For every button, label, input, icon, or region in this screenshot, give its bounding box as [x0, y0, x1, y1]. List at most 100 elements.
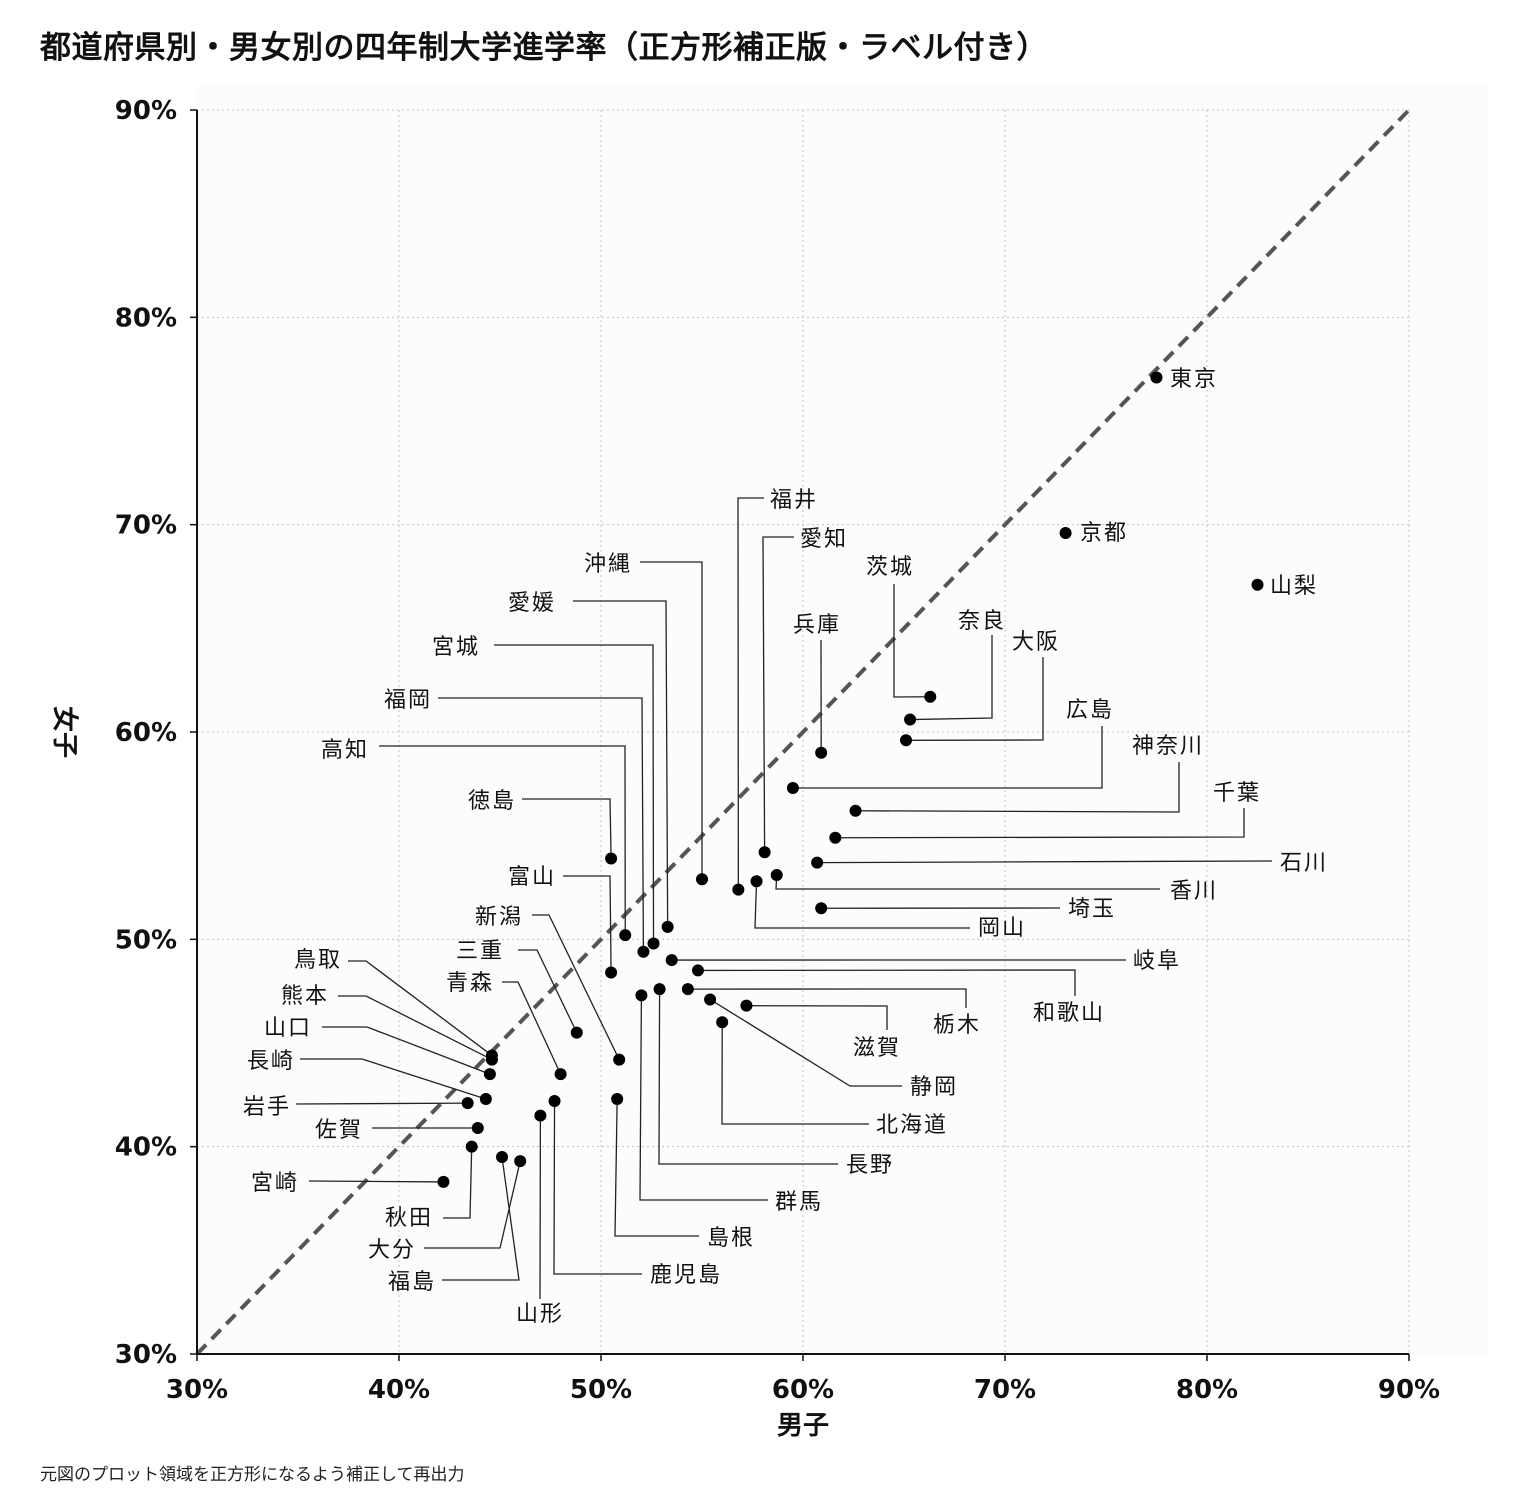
leader-line: [697, 969, 1076, 996]
leader-line: [754, 881, 970, 929]
data-point: [1150, 371, 1163, 384]
data-point: [758, 846, 771, 859]
leader-line: [532, 914, 620, 1060]
point-label: 佐賀: [315, 1118, 363, 1143]
data-point: [485, 1053, 498, 1066]
data-point: [496, 1151, 509, 1164]
y-tick-label: 70%: [115, 511, 177, 541]
data-point: [665, 954, 678, 967]
point-label: 岩手: [243, 1095, 291, 1120]
point-label: 山梨: [1270, 574, 1318, 599]
point-label: 山形: [516, 1302, 564, 1327]
point-label: 和歌山: [1033, 1001, 1105, 1026]
point-label: 島根: [707, 1226, 755, 1251]
leader-line: [721, 1022, 869, 1125]
point-label: 群馬: [775, 1190, 823, 1215]
data-point: [611, 1092, 624, 1105]
data-point: [437, 1175, 450, 1188]
data-point: [732, 883, 745, 896]
chart-title: 都道府県別・男女別の四年制大学進学率（正方形補正版・ラベル付き）: [40, 30, 1048, 66]
x-tick-label: 50%: [570, 1375, 632, 1405]
data-point: [605, 966, 618, 979]
leader-line: [906, 657, 1044, 741]
point-label: 静岡: [910, 1075, 958, 1100]
leader-line: [817, 860, 1273, 864]
point-label: 宮城: [432, 635, 480, 660]
point-label: 宮崎: [251, 1171, 299, 1196]
point-label: 大阪: [1012, 630, 1060, 655]
y-tick-label: 50%: [115, 925, 177, 955]
point-label: 北海道: [876, 1113, 948, 1138]
point-label: 愛媛: [508, 591, 556, 616]
x-tick-label: 70%: [974, 1375, 1036, 1405]
point-label: 愛知: [800, 527, 848, 552]
point-label: 熊本: [281, 984, 329, 1009]
leader-line: [442, 1156, 520, 1281]
data-point: [637, 945, 650, 958]
leader-line: [762, 536, 794, 853]
point-label: 福井: [770, 488, 818, 513]
leader-line: [910, 635, 993, 721]
leader-line: [687, 988, 967, 1008]
leader-line: [348, 960, 493, 1056]
x-tick-label: 40%: [368, 1375, 430, 1405]
data-point: [815, 902, 828, 915]
data-point: [696, 873, 708, 886]
data-point: [554, 1068, 567, 1081]
data-point: [829, 831, 842, 844]
data-point: [681, 983, 694, 996]
leader-line: [640, 561, 703, 880]
point-label: 鹿児島: [650, 1263, 722, 1288]
data-point: [815, 746, 828, 759]
data-point: [811, 856, 824, 869]
leader-line: [893, 584, 931, 698]
data-point: [924, 690, 937, 703]
point-label: 香川: [1170, 879, 1218, 904]
point-label: 奈良: [958, 609, 1006, 634]
leader-line: [502, 981, 562, 1075]
point-label: 青森: [446, 971, 494, 996]
point-label: 広島: [1066, 698, 1114, 723]
point-label: 新潟: [475, 905, 523, 930]
y-tick-label: 40%: [115, 1133, 177, 1163]
point-label: 埼玉: [1068, 897, 1116, 922]
point-label: 神奈川: [1132, 734, 1204, 759]
leader-line: [424, 1161, 521, 1249]
leader-line: [308, 1180, 444, 1183]
x-tick-label: 30%: [166, 1375, 228, 1405]
leader-line: [737, 497, 764, 890]
leader-line: [438, 697, 645, 952]
point-label: 滋賀: [853, 1036, 901, 1061]
data-point: [653, 983, 666, 996]
data-point: [849, 804, 862, 817]
data-point: [570, 1026, 583, 1039]
y-tick-label: 30%: [115, 1340, 177, 1370]
leader-line: [338, 995, 493, 1061]
point-label: 兵庫: [793, 613, 841, 638]
point-label: 山口: [264, 1016, 312, 1041]
data-point: [1059, 526, 1072, 539]
leader-line: [322, 1026, 491, 1075]
diagonal-reference-line: [195, 108, 1411, 1356]
leader-line: [518, 949, 578, 1033]
point-label: 茨城: [866, 555, 914, 580]
data-point: [479, 1092, 492, 1105]
y-tick-label: 80%: [115, 303, 177, 333]
point-label: 石川: [1280, 851, 1328, 876]
leader-line: [639, 995, 768, 1201]
data-point: [635, 989, 648, 1002]
point-label: 徳島: [468, 789, 516, 814]
leader-line: [522, 798, 612, 859]
scatter-chart: 30% 30% 40% 40% 50% 50% 60% 60% 70% 70% 80% 80% 90% 9…: [49, 96, 1441, 1440]
footnote: 元図のプロット領域を正方形になるよう補正して再出力: [40, 1465, 465, 1485]
data-point: [548, 1095, 561, 1108]
point-label: 鳥取: [294, 948, 342, 973]
point-label: 岐阜: [1133, 949, 1181, 974]
x-tick-label: 60%: [772, 1375, 834, 1405]
point-label: 京都: [1080, 521, 1128, 546]
data-point: [740, 999, 753, 1012]
point-label: 東京: [1170, 367, 1218, 392]
data-point: [750, 875, 763, 888]
data-point: [605, 852, 618, 865]
point-label: 高知: [321, 738, 369, 763]
